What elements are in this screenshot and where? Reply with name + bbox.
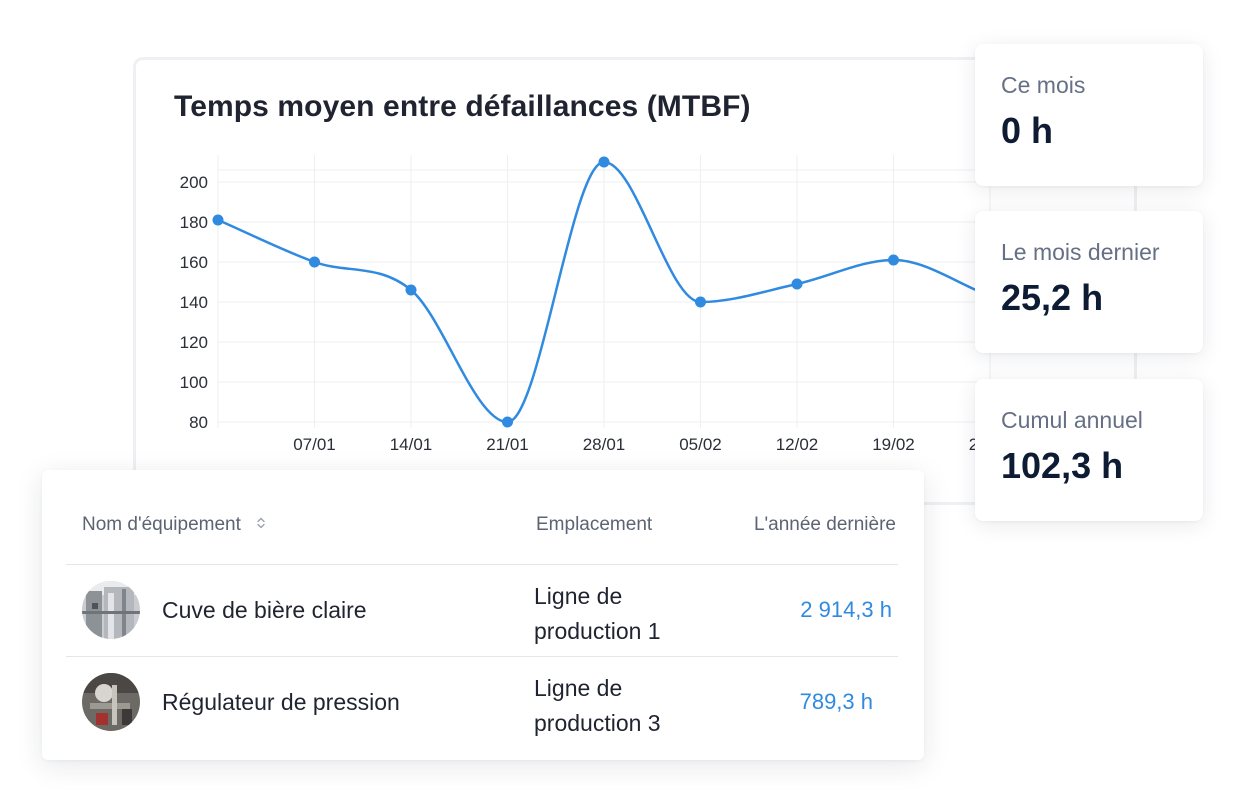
stat-label: Ce mois [1001, 72, 1086, 98]
stat-value: 25,2 h [1001, 277, 1104, 318]
column-header-name[interactable]: Nom d'équipement [82, 514, 266, 536]
series-line [217, 160, 991, 424]
table-row[interactable]: Régulateur de pression Ligne de producti… [42, 657, 924, 749]
stat-label: Le mois dernier [1001, 239, 1160, 265]
x-tick-label: 28/01 [583, 435, 626, 454]
data-point [598, 156, 610, 168]
last-year-value: 789,3 h [799, 689, 873, 714]
chart-title: Temps moyen entre défaillances (MTBF) [174, 90, 751, 123]
y-tick-label: 120 [180, 333, 208, 352]
y-tick-label: 160 [180, 253, 208, 272]
x-tick-label: 14/01 [390, 435, 433, 454]
row-divider [66, 564, 898, 565]
equipment-table: Nom d'équipement Emplacement L'année der… [42, 470, 924, 760]
stat-card-this-month: Ce mois 0 h [975, 44, 1203, 186]
data-point [888, 254, 899, 266]
data-point [695, 296, 706, 308]
equipment-location: Ligne de production 3 [534, 675, 661, 736]
data-point [405, 284, 417, 296]
x-tick-label: 21/01 [486, 435, 529, 454]
table-row[interactable]: Cuve de bière claire Ligne de production… [42, 565, 924, 657]
row-divider [66, 656, 898, 657]
stat-value: 102,3 h [1001, 445, 1124, 486]
x-tick-label: 07/01 [293, 435, 336, 454]
stat-card-year-to-date: Cumul annuel 102,3 h [975, 379, 1203, 521]
stat-value: 0 h [1001, 110, 1054, 151]
data-point [791, 278, 803, 290]
column-header-name-label: Nom d'équipement [82, 514, 241, 536]
equipment-name: Cuve de bière claire [162, 597, 367, 623]
y-tick-label: 200 [180, 173, 208, 192]
x-tick-label: 19/02 [872, 435, 915, 454]
stat-card-last-month: Le mois dernier 25,2 h [975, 211, 1203, 353]
x-tick-label: 05/02 [679, 435, 722, 454]
equipment-location: Ligne de production 1 [534, 583, 661, 644]
data-point [309, 256, 320, 268]
y-tick-label: 100 [180, 373, 208, 392]
y-tick-label: 180 [180, 213, 208, 232]
equipment-name: Régulateur de pression [162, 689, 400, 715]
data-point [502, 416, 513, 428]
column-header-location: Emplacement [536, 514, 653, 535]
equipment-thumbnail [82, 581, 140, 639]
mtbf-chart-card: Temps moyen entre défaillances (MTBF) 80… [133, 57, 1137, 505]
y-tick-label: 140 [180, 293, 208, 312]
x-tick-label: 12/02 [776, 435, 819, 454]
data-point [212, 214, 224, 226]
stat-label: Cumul annuel [1001, 407, 1143, 433]
sort-icon[interactable] [256, 514, 266, 536]
equipment-thumbnail [82, 673, 140, 731]
column-header-last-year: L'année dernière [753, 514, 896, 535]
last-year-value: 2 914,3 h [800, 597, 892, 622]
y-tick-label: 80 [189, 413, 208, 432]
